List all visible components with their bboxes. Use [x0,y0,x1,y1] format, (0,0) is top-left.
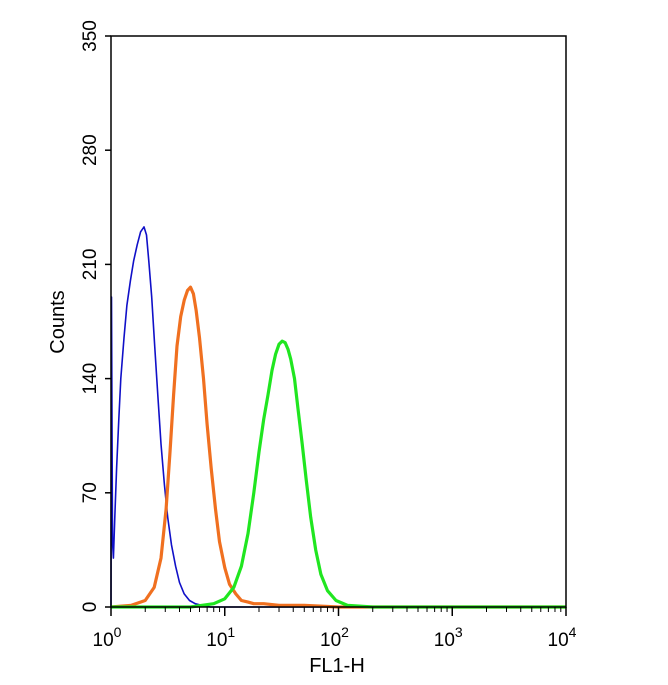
x-tick-label: 103 [434,624,463,651]
y-tick-label: 280 [80,134,101,166]
y-tick-label: 140 [80,363,101,395]
x-axis-title: FL1-H [309,655,365,677]
series-line-3 [111,339,566,609]
y-tick-label: 350 [80,20,101,52]
plot-area [110,226,566,609]
y-axis-title: Counts [47,290,69,353]
y-tick-label: 210 [80,249,101,281]
series-line-2 [110,285,566,609]
y-tick-label: 0 [80,602,101,613]
series-line-1 [110,226,566,608]
x-tick-label: 100 [93,624,122,651]
x-tick-label: 104 [548,624,577,651]
axes: 0 70 140 210 280 350 100 101 102 103 104 [80,20,577,651]
x-tick-label: 101 [206,624,235,651]
x-tick-label: 102 [320,624,349,651]
y-tick-label: 70 [80,482,101,503]
